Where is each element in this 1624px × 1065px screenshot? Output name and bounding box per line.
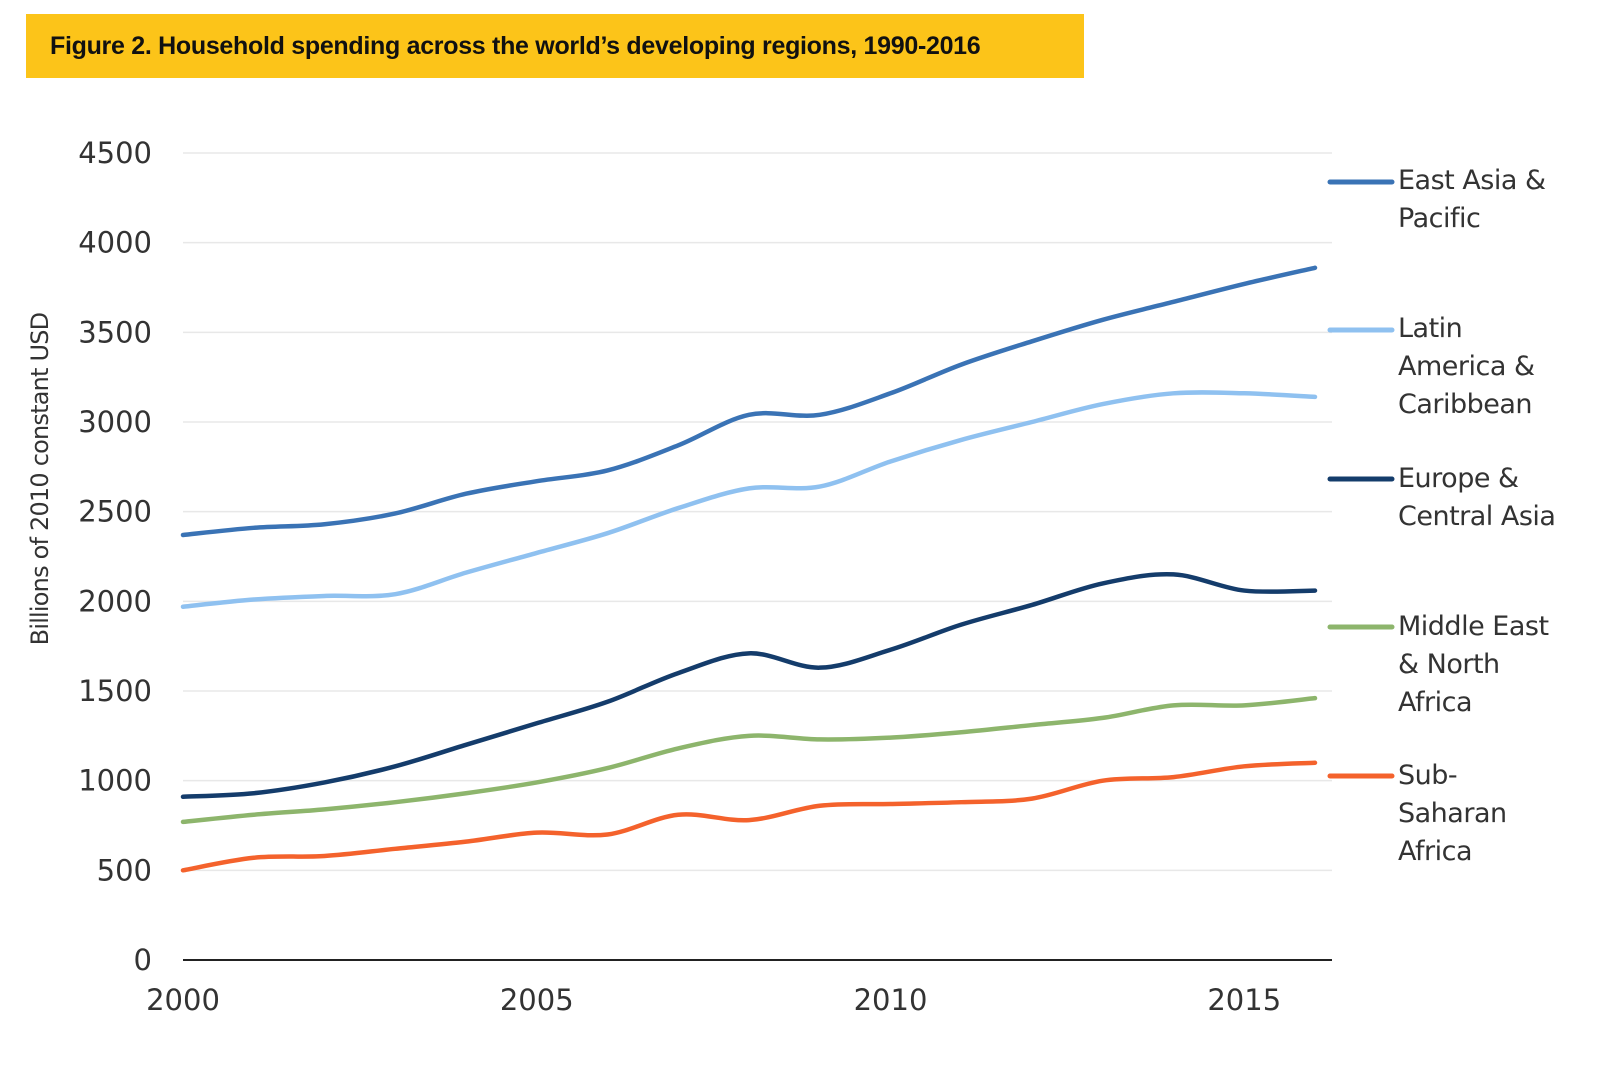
x-tick-label: 2005 <box>500 983 574 1017</box>
series-line-latin-america-caribbean <box>180 390 1318 609</box>
y-tick-label: 0 <box>134 943 152 977</box>
y-tick-label: 3000 <box>78 405 152 439</box>
legend-label-mena: Middle East & North Africa <box>1398 611 1549 718</box>
legend-label-east-asia: East Asia & Pacific <box>1398 165 1546 234</box>
legend-label-ssa: Sub-Saharan Africa <box>1398 760 1507 867</box>
series-line-middle-east-north-africa <box>180 695 1318 825</box>
y-tick-label: 3500 <box>78 315 152 349</box>
y-tick-label: 500 <box>97 853 152 887</box>
x-tick-label: 2000 <box>146 983 220 1017</box>
legend-label-europe: Europe & Central Asia <box>1398 463 1556 532</box>
x-tick-label: 2010 <box>854 983 928 1017</box>
y-tick-label: 1500 <box>78 674 152 708</box>
series-line-sub-saharan-africa <box>180 760 1318 873</box>
y-tick-label: 1000 <box>78 764 152 798</box>
legend-label-latin-america: Latin America & Caribbean <box>1398 313 1535 420</box>
y-tick-label: 4500 <box>78 136 152 170</box>
series-line-east-asia-pacific <box>180 265 1318 538</box>
y-tick-label: 2000 <box>78 584 152 618</box>
y-tick-label: 4000 <box>78 226 152 260</box>
series-line-europe-central-asia <box>180 572 1318 800</box>
y-tick-label: 2500 <box>78 495 152 529</box>
chart-title: Figure 2. Household spending across the … <box>50 31 981 60</box>
chart-title-banner: Figure 2. Household spending across the … <box>26 14 1084 78</box>
x-tick-label: 2015 <box>1207 983 1281 1017</box>
